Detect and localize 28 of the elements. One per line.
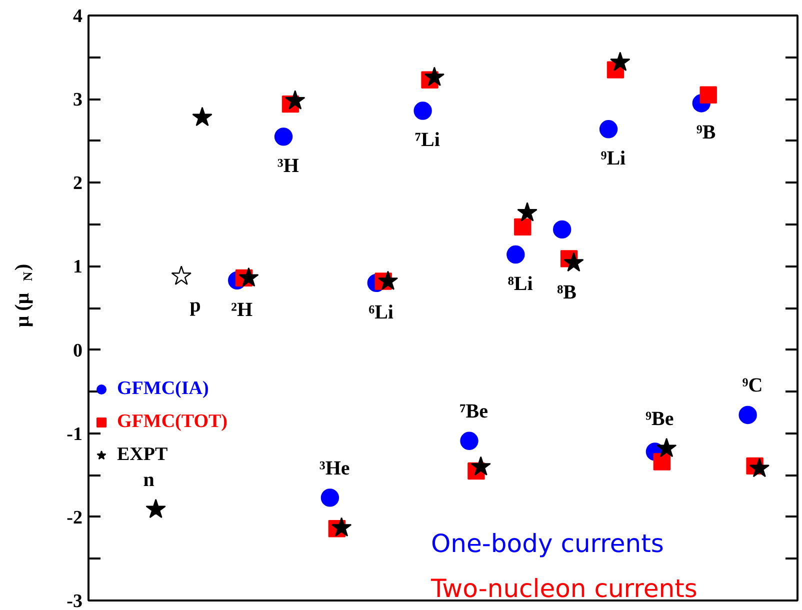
x-tick-label: ⁹B [696,122,716,144]
annotation: Two-nucleon currents [431,574,698,602]
x-tick-label: n [143,469,154,492]
x-tick-label: ⁹Li [600,148,626,170]
y-tick-label: 4 [73,6,83,27]
legend-label: EXPT [117,444,168,466]
y-tick-label: -1 [66,424,82,445]
x-tick-label: ³He [319,457,350,480]
y-tick-label: 1 [73,256,82,278]
y-axis-title: μ (μN) [12,264,35,328]
y-tick-label: 0 [73,340,82,362]
x-tick-label: ⁸B [557,281,576,304]
y-tick-label: 2 [73,173,82,194]
y-tick-label: -2 [66,507,82,528]
x-tick-label: ²H [230,298,253,321]
x-tick-label: ⁹Be [645,408,674,430]
x-tick-label: ⁷Li [415,129,440,152]
x-tick-label: ⁷Be [460,400,488,422]
x-tick-label: p [190,294,201,317]
y-tick-label: -3 [66,591,82,610]
annotation: One-body currents [431,529,664,558]
x-tick-label: ⁶Li [368,301,394,324]
y-tick-label: 3 [73,90,82,111]
legend-label: GFMC(TOT) [117,411,228,433]
legend-label: GFMC(IA) [117,378,209,400]
x-tick-label: ⁸Li [508,272,534,295]
x-tick-label: ⁹C [742,374,763,397]
x-tick-label: ³H [277,155,300,178]
